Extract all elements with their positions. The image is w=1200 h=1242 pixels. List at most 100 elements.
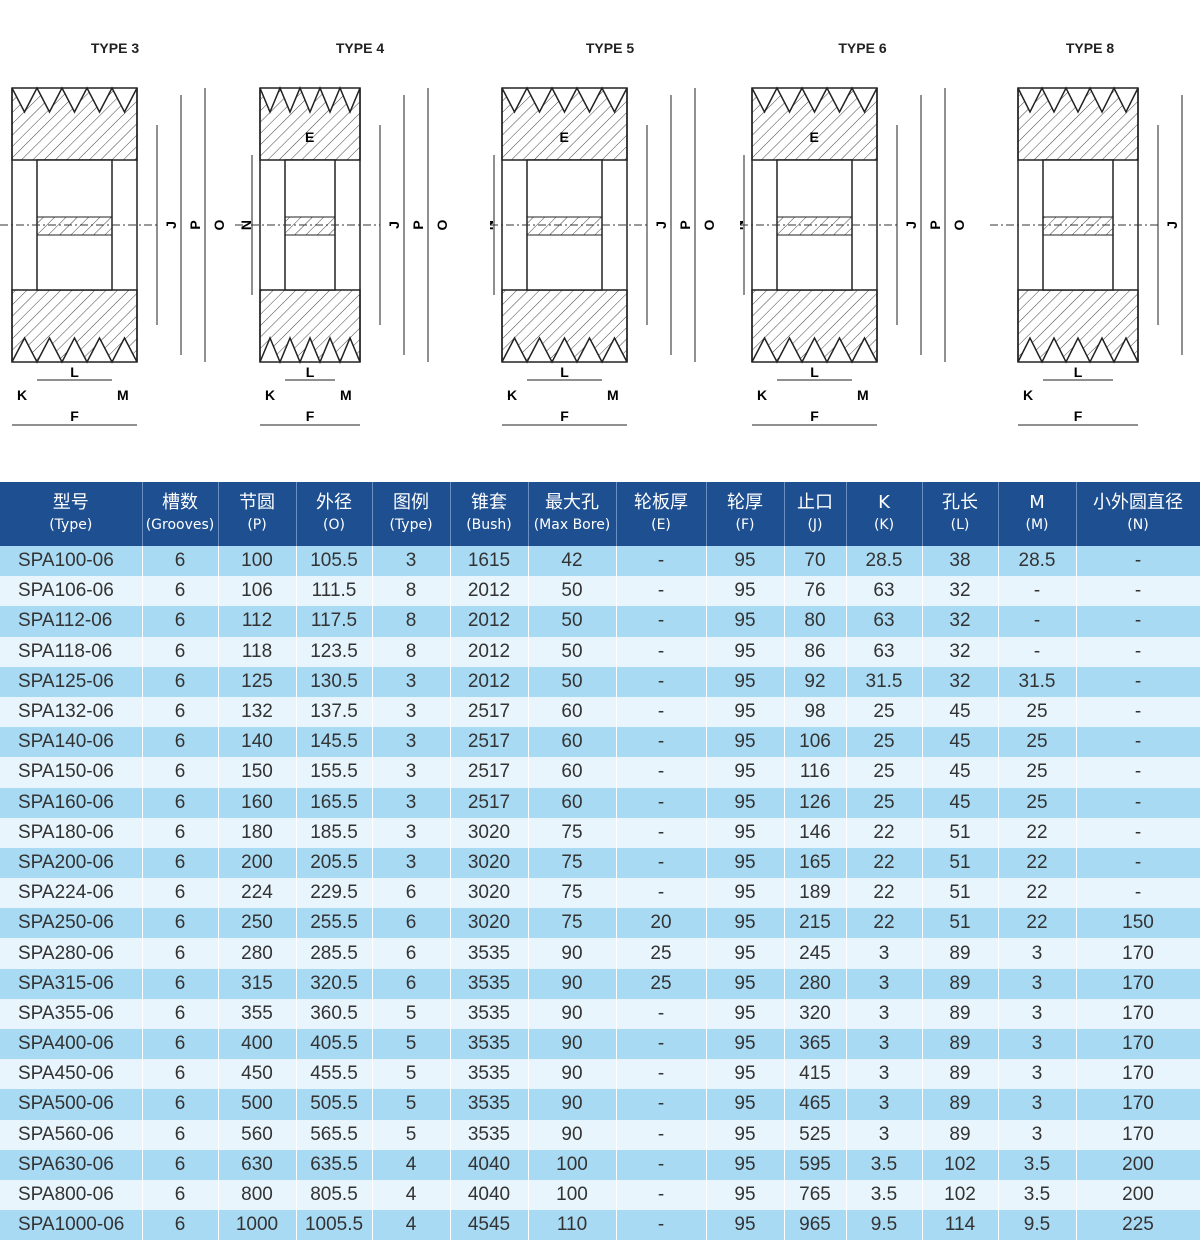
- svg-text:N: N: [238, 220, 254, 230]
- table-cell: -: [616, 1119, 707, 1150]
- table-cell: 6: [142, 727, 219, 758]
- column-header-en: (P): [247, 517, 267, 533]
- column-header-en: (N): [1127, 517, 1149, 533]
- svg-text:M: M: [117, 387, 129, 403]
- table-cell: 170: [1076, 998, 1200, 1029]
- table-cell: SPA224-06: [0, 878, 143, 909]
- svg-text:M: M: [607, 387, 619, 403]
- table-cell: 6: [142, 696, 219, 728]
- table-cell: 635.5: [296, 1149, 373, 1180]
- svg-text:E: E: [305, 129, 314, 145]
- table-row: SPA400-06 6 400 405.5 5 3535 90-95 365 3 89 3 170: [0, 1029, 1200, 1060]
- table-cell: 25: [998, 757, 1077, 788]
- table-cell: 32: [922, 606, 999, 637]
- table-cell: 95: [706, 757, 785, 788]
- table-cell: 6: [142, 757, 219, 788]
- table-cell: 224: [218, 878, 297, 909]
- table-cell: 95: [706, 546, 785, 577]
- table-cell: 165.5: [296, 787, 373, 818]
- table-cell: 800: [218, 1179, 297, 1211]
- table-cell: 51: [922, 908, 999, 939]
- table-cell: 50: [528, 636, 617, 667]
- table-cell: -: [1076, 727, 1200, 758]
- table-cell: 285.5: [296, 938, 373, 969]
- table-cell: 60: [528, 757, 617, 788]
- table-cell: 2012: [450, 666, 529, 697]
- column-header: 槽数 (Grooves): [142, 482, 219, 546]
- table-cell: 5: [372, 1089, 451, 1120]
- table-cell: 6: [142, 546, 219, 577]
- table-cell: -: [1076, 847, 1200, 879]
- table-cell: 110: [528, 1210, 617, 1241]
- table-cell: 2012: [450, 606, 529, 637]
- table-cell: SPA112-06: [0, 606, 143, 637]
- table-cell: 95: [706, 727, 785, 758]
- table-cell: 75: [528, 878, 617, 909]
- table-cell: SPA180-06: [0, 817, 143, 848]
- svg-text:L: L: [810, 364, 819, 380]
- table-cell: 86: [784, 636, 847, 667]
- drawing-title: TYPE 4: [335, 40, 385, 56]
- table-cell: 965: [784, 1210, 847, 1241]
- table-cell: 140: [218, 727, 297, 758]
- table-cell: -: [616, 787, 707, 818]
- table-cell: 2012: [450, 636, 529, 667]
- table-cell: 102: [922, 1179, 999, 1211]
- table-cell: 3020: [450, 847, 529, 879]
- table-cell: 3: [372, 546, 451, 577]
- column-header-en: (K): [873, 517, 895, 533]
- column-header-zh: 外径: [316, 492, 352, 513]
- column-header-en: (Type): [49, 517, 93, 533]
- table-cell: 22: [998, 847, 1077, 879]
- svg-text:L: L: [560, 364, 569, 380]
- table-cell: 8: [372, 636, 451, 667]
- table-cell: 106: [218, 576, 297, 607]
- table-cell: 6: [142, 1029, 219, 1060]
- table-cell: SPA630-06: [0, 1149, 143, 1180]
- table-cell: 63: [846, 606, 923, 637]
- column-header: 止口 (J): [784, 482, 847, 546]
- table-cell: 3: [372, 847, 451, 879]
- table-cell: 3535: [450, 1029, 529, 1060]
- table-cell: SPA132-06: [0, 696, 143, 728]
- table-cell: SPA200-06: [0, 847, 143, 879]
- table-cell: 3: [998, 998, 1077, 1029]
- table-cell: -: [1076, 636, 1200, 667]
- svg-text:E: E: [810, 129, 819, 145]
- table-row: SPA500-06 6 500 505.5 5 3535 90-95 465 3 89 3 170: [0, 1089, 1200, 1120]
- table-cell: 415: [784, 1059, 847, 1090]
- table-cell: -: [1076, 576, 1200, 607]
- table-cell: 4: [372, 1210, 451, 1241]
- table-cell: 75: [528, 908, 617, 939]
- table-row: SPA125-06 6 125 130.5 3 2012 50-95 92 31.5 32 31.5…: [0, 666, 1200, 697]
- table-cell: 95: [706, 1149, 785, 1180]
- table-cell: 75: [528, 817, 617, 848]
- table-cell: 3: [372, 817, 451, 848]
- table-cell: 170: [1076, 1089, 1200, 1120]
- table-cell: SPA106-06: [0, 576, 143, 607]
- table-cell: 90: [528, 968, 617, 999]
- table-cell: 118: [218, 636, 297, 667]
- table-cell: 1000: [218, 1210, 297, 1241]
- table-cell: 111.5: [296, 576, 373, 607]
- table-cell: -: [1076, 666, 1200, 697]
- table-cell: 3: [998, 1059, 1077, 1090]
- table-cell: -: [616, 696, 707, 728]
- table-cell: 32: [922, 636, 999, 667]
- table-row: SPA160-06 6 160 165.5 3 2517 60-95 126 25 45 25-: [0, 787, 1200, 818]
- dim-label-P: P: [187, 220, 203, 229]
- table-cell: 565.5: [296, 1119, 373, 1150]
- table-cell: SPA560-06: [0, 1119, 143, 1150]
- table-cell: -: [616, 1029, 707, 1060]
- table-cell: 95: [706, 1179, 785, 1211]
- table-cell: -: [1076, 817, 1200, 848]
- table-cell: 89: [922, 1089, 999, 1120]
- table-row: SPA1000-06 6 1000 1005.5 4 4545 110-95 965 9.5 11…: [0, 1210, 1200, 1241]
- drawing-title: TYPE 6: [838, 40, 887, 56]
- table-cell: 98: [784, 696, 847, 728]
- table-row: SPA132-06 6 132 137.5 3 2517 60-95 98 25 45 25-: [0, 696, 1200, 728]
- table-cell: -: [616, 1149, 707, 1180]
- table-cell: -: [616, 998, 707, 1029]
- table-cell: 2517: [450, 727, 529, 758]
- table-cell: 90: [528, 1059, 617, 1090]
